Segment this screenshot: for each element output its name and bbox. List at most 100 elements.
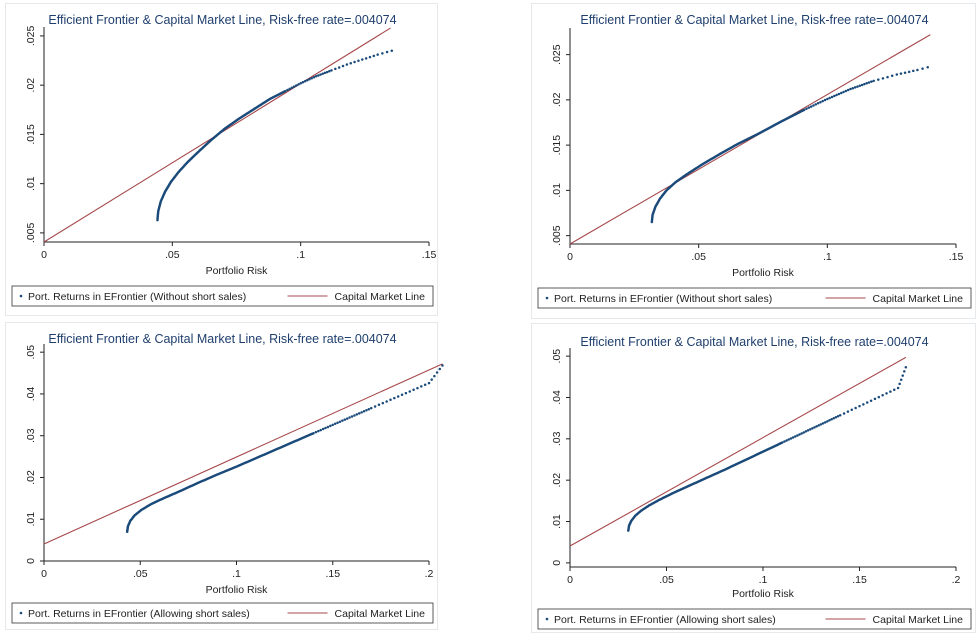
frontier-point	[889, 390, 892, 393]
frontier-point	[317, 429, 320, 433]
frontier-point	[842, 90, 845, 94]
frontier-point	[381, 401, 385, 405]
x-tick-label: .1	[823, 251, 832, 263]
frontier-point	[899, 378, 903, 381]
x-tick-label: .15	[852, 574, 867, 586]
y-tick-label: .05	[551, 349, 563, 364]
frontier-point	[872, 79, 875, 83]
frontier-point	[907, 70, 911, 74]
frontier-point	[809, 105, 813, 108]
frontier-point	[869, 399, 873, 402]
frontier-point	[877, 78, 880, 81]
frontier-point	[791, 436, 795, 439]
frontier-point	[364, 57, 368, 60]
frontier-point	[334, 67, 337, 71]
frontier-point	[860, 83, 864, 87]
y-tick-label: .025	[551, 44, 563, 65]
frontier-point	[321, 427, 325, 431]
frontier-point	[813, 426, 816, 429]
y-tick-label: .02	[551, 92, 563, 107]
frontier-point	[881, 394, 884, 397]
efficient-frontier-series	[650, 66, 929, 224]
frontier-point	[345, 417, 349, 420]
x-tick-label: 0	[41, 568, 47, 580]
legend-frontier-label: Port. Returns in EFrontier (Without shor…	[28, 291, 246, 303]
frontier-point	[400, 393, 404, 397]
frontier-point	[349, 62, 352, 65]
x-tick-label: .1	[759, 574, 768, 586]
frontier-point	[325, 70, 329, 74]
frontier-point	[330, 69, 333, 72]
frontier-point	[372, 54, 376, 58]
y-tick-label: 0	[551, 560, 563, 566]
frontier-point	[846, 410, 850, 413]
frontier-point	[286, 88, 289, 92]
frontier-point	[885, 392, 888, 395]
frontier-point	[299, 81, 302, 85]
efficient-frontier-chart-2: Efficient Frontier & Capital Market Line…	[537, 13, 972, 309]
frontier-point	[412, 388, 415, 392]
frontier-point	[823, 98, 827, 102]
y-tick-label: 0	[25, 558, 37, 564]
efficient-frontier-series	[125, 364, 444, 534]
frontier-point	[899, 72, 903, 75]
x-axis-label: Portfolio Risk	[732, 588, 795, 600]
frontier-point	[361, 58, 364, 61]
frontier-point	[441, 364, 444, 367]
frontier-point	[835, 93, 838, 97]
frontier-point	[865, 401, 869, 404]
chart-title: Efficient Frontier & Capital Market Line…	[580, 13, 928, 27]
frontier-point	[303, 79, 307, 83]
frontier-point	[435, 371, 439, 374]
frontier-point	[821, 99, 824, 103]
frontier-point	[292, 85, 296, 88]
frontier-point	[789, 437, 793, 440]
x-tick-label: .1	[232, 568, 241, 580]
capital-market-line	[569, 356, 907, 547]
frontier-point	[312, 76, 316, 79]
y-tick-label: .03	[551, 431, 563, 446]
chart-panel-bottom-right: Efficient Frontier & Capital Market Line…	[531, 323, 976, 633]
frontier-point	[427, 381, 431, 385]
frontier-point	[808, 428, 812, 431]
frontier-point	[856, 85, 859, 88]
frontier-point	[355, 413, 359, 416]
legend-frontier-label: Port. Returns in EFrontier (Allowing sho…	[554, 614, 776, 626]
frontier-point	[853, 86, 857, 89]
frontier-point	[834, 416, 838, 419]
frontier-point	[836, 415, 840, 418]
frontier-point	[423, 383, 427, 386]
x-tick-label: 0	[567, 574, 573, 586]
frontier-point	[353, 414, 356, 417]
x-axis-label: Portfolio Risk	[732, 267, 795, 279]
frontier-point	[329, 424, 332, 428]
frontier-point	[903, 370, 906, 373]
frontier-point	[290, 86, 294, 89]
frontier-point	[926, 66, 929, 69]
frontier-point	[898, 382, 901, 386]
y-tick-label: .02	[25, 470, 37, 485]
chart-title: Efficient Frontier & Capital Market Line…	[48, 332, 396, 346]
frontier-point	[365, 408, 368, 412]
legend-box	[11, 602, 434, 624]
frontier-point	[288, 87, 291, 91]
x-tick-label: .2	[425, 568, 434, 580]
frontier-point	[865, 82, 868, 85]
frontier-point	[814, 103, 817, 106]
legend-box	[537, 287, 972, 309]
frontier-point	[806, 429, 810, 432]
y-tick-label: .02	[551, 473, 563, 488]
frontier-point	[870, 80, 873, 83]
frontier-point	[390, 49, 394, 52]
efficient-frontier-series	[156, 49, 394, 222]
frontier-point	[389, 398, 392, 402]
frontier-point	[781, 441, 784, 444]
frontier-point	[921, 67, 924, 70]
efficient-frontier-chart-4: Efficient Frontier & Capital Market Line…	[537, 335, 972, 630]
frontier-point	[895, 73, 899, 76]
y-tick-label: .005	[551, 225, 563, 246]
frontier-point	[896, 386, 900, 390]
x-tick-label: .2	[952, 574, 961, 586]
x-tick-label: .1	[296, 249, 305, 261]
frontier-point	[796, 434, 799, 437]
